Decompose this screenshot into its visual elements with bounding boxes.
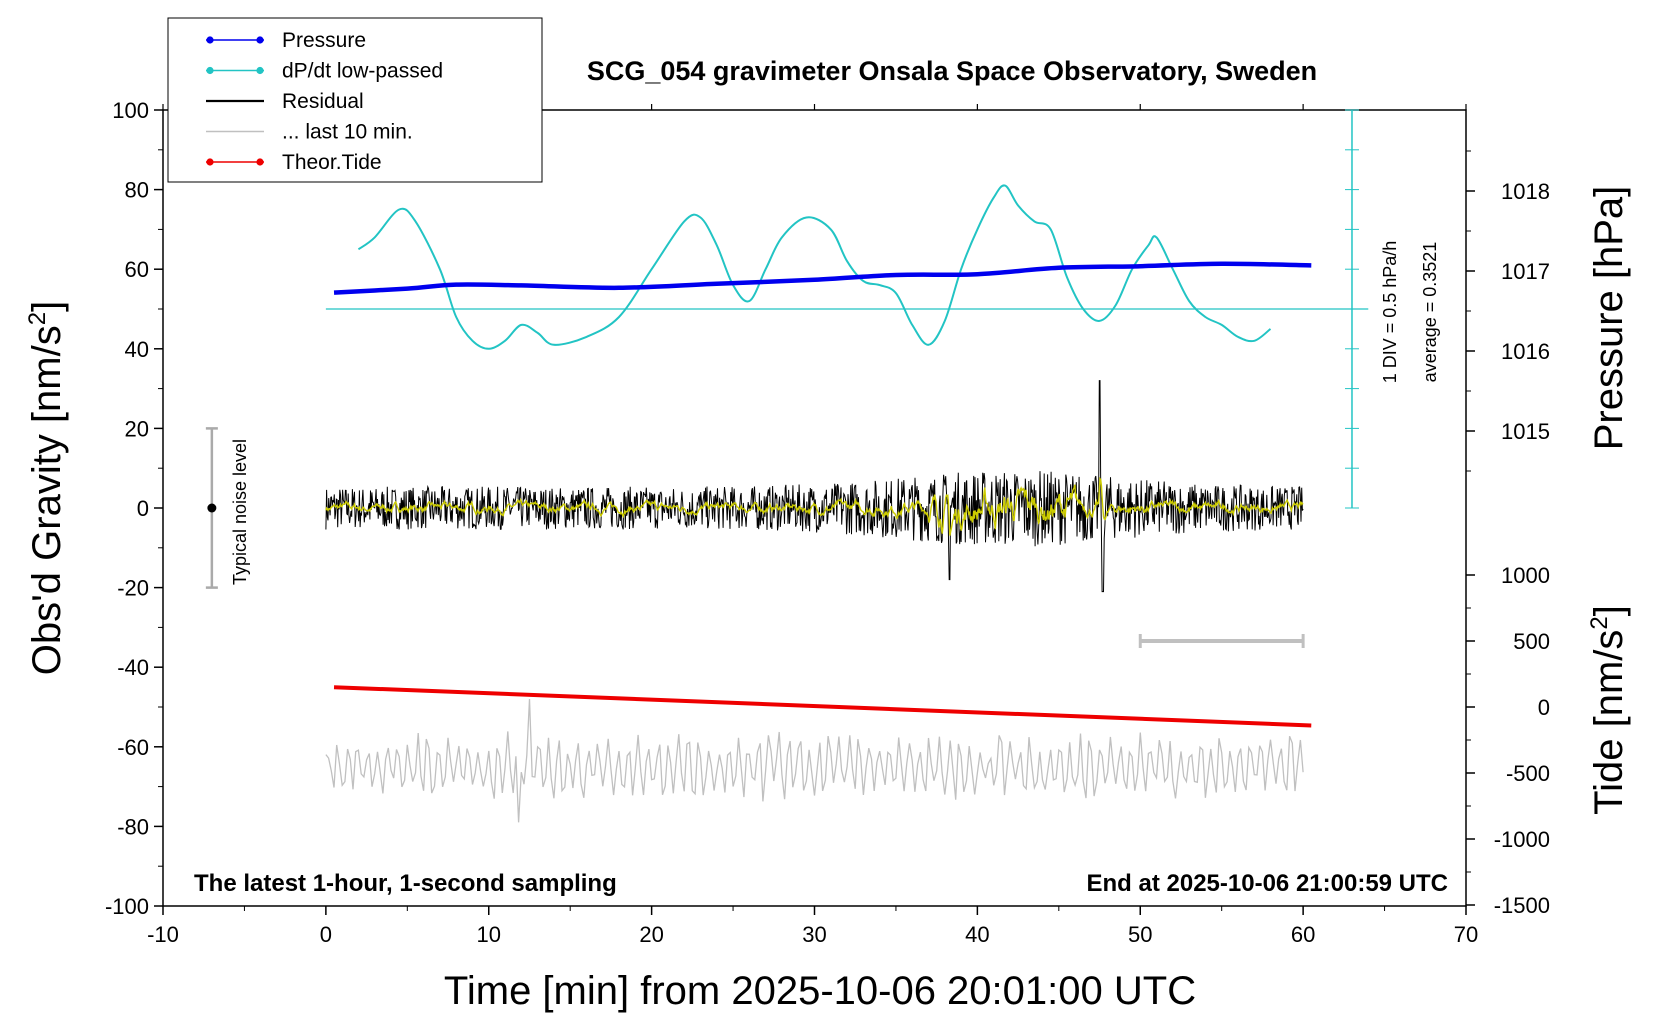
legend-label: dP/dt low-passed [282, 60, 443, 83]
legend-label: ... last 10 min. [282, 121, 413, 144]
y-axis-label-tide: Tide [nm/s2] [1586, 605, 1631, 815]
x-tick-label: 70 [1454, 922, 1478, 947]
x-tick-label: 40 [965, 922, 989, 947]
legend-item: Theor.Tide [206, 151, 382, 174]
y-tick-label: -40 [117, 655, 149, 680]
x-tick-label: 20 [639, 922, 663, 947]
x-tick-label: 50 [1128, 922, 1152, 947]
y-tick-label: 100 [112, 98, 149, 123]
x-tick-label: 60 [1291, 922, 1315, 947]
pressure-tick-label: 1017 [1501, 259, 1550, 284]
noise-level-label: Typical noise level [230, 439, 250, 585]
residual-smoothed-line [325, 476, 1304, 536]
tide-tick-label: -1500 [1494, 893, 1550, 918]
y-axis-label-left: Obs'd Gravity [nm/s2] [24, 301, 69, 675]
y-tick-label: -80 [117, 814, 149, 839]
legend-item: Residual [206, 90, 364, 113]
residual-line [325, 380, 1304, 593]
x-tick-label: 0 [320, 922, 332, 947]
x-axis-label: Time [min] from 2025-10-06 20:01:00 UTC [444, 969, 1196, 1013]
y-tick-label: 0 [137, 496, 149, 521]
legend-item: Pressure [206, 29, 366, 52]
ticks-layer: -10 0 10 20 30 40 50 60 70-100-80-60-40-20020406… [105, 98, 1550, 947]
annotation-end-time: End at 2025-10-06 21:00:59 UTC [1087, 870, 1449, 897]
legend-marker [206, 66, 214, 75]
legend-label: Pressure [282, 29, 366, 52]
tide-tick-label: -1000 [1494, 827, 1550, 852]
legend-label: Residual [282, 90, 364, 113]
legend-label: Theor.Tide [282, 151, 382, 174]
legend-item: ... last 10 min. [206, 121, 413, 144]
chart-title: SCG_054 gravimeter Onsala Space Observat… [587, 56, 1317, 86]
y-tick-label: 80 [125, 178, 149, 203]
tide-tick-label: 500 [1513, 629, 1550, 654]
legend-marker [256, 158, 264, 166]
dpdt-line [357, 184, 1272, 350]
y-tick-label: -60 [117, 735, 149, 760]
x-tick-label: -10 [147, 922, 179, 947]
pressure-tick-label: 1016 [1501, 339, 1550, 364]
y-axis-label-pressure: Pressure [hPa] [1587, 186, 1631, 451]
noise-bar-center [207, 503, 217, 513]
y-tick-label: 60 [125, 257, 149, 282]
y-tick-label: -100 [105, 894, 149, 919]
y-tick-label: -20 [117, 576, 149, 601]
last-10-min-line [325, 698, 1304, 823]
dpdt-scale-label: 1 DIV = 0.5 hPa/h [1380, 241, 1400, 384]
pressure-tick-label: 1015 [1501, 419, 1550, 444]
y-tick-label: 40 [125, 337, 149, 362]
legend: Pressure dP/dt low-passed Residual ... last… [167, 17, 543, 183]
series-layer [205, 109, 1369, 823]
legend-marker [206, 158, 214, 166]
legend-marker [256, 66, 264, 75]
legend-item: dP/dt low-passed [206, 60, 443, 83]
tide-line [333, 685, 1312, 728]
y-tick-label: 20 [125, 416, 149, 441]
tide-tick-label: -500 [1506, 761, 1550, 786]
x-tick-label: 30 [802, 922, 826, 947]
annotation-sampling: The latest 1-hour, 1-second sampling [194, 870, 617, 897]
pressure-line [333, 261, 1312, 295]
tide-tick-label: 0 [1538, 695, 1550, 720]
legend-marker [206, 36, 214, 44]
x-tick-label: 10 [477, 922, 501, 947]
pressure-tick-label: 1018 [1501, 179, 1550, 204]
dpdt-average-label: average = 0.3521 [1420, 242, 1440, 383]
legend-marker [256, 36, 264, 44]
tide-tick-label: 1000 [1501, 563, 1550, 588]
